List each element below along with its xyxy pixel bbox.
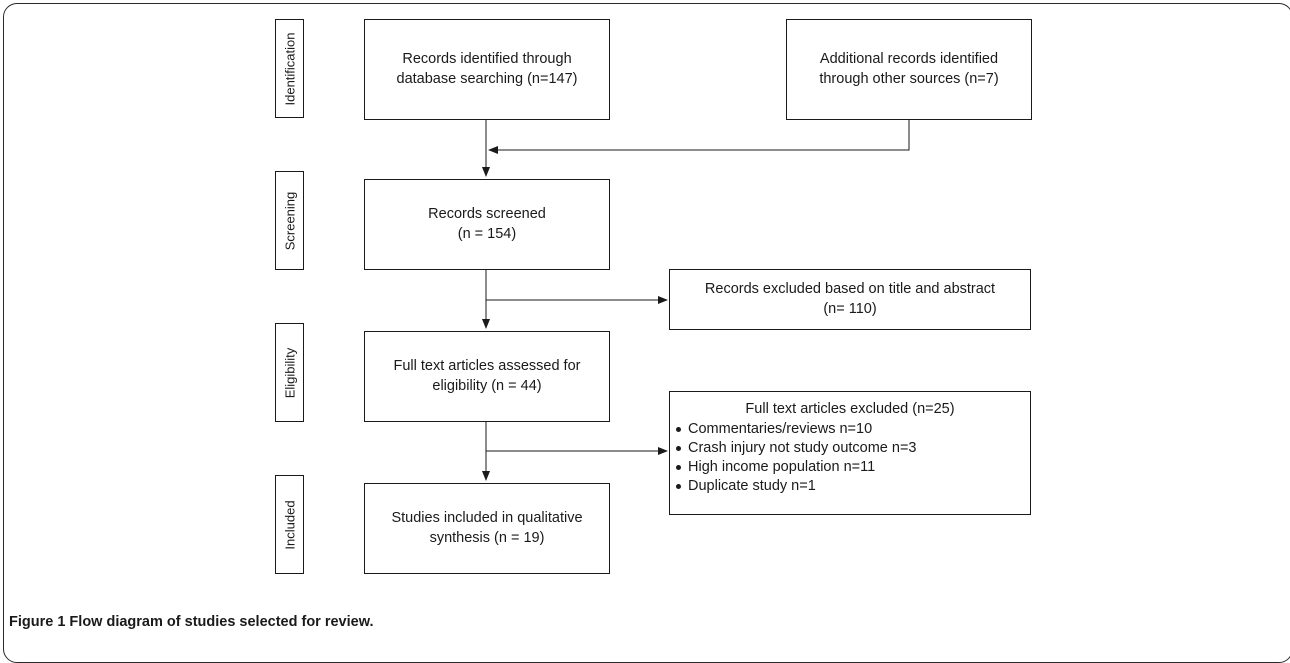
fulltext-excluded-title: Full text articles excluded (n=25): [745, 401, 955, 417]
exclusion-reason: Duplicate study n=1: [676, 477, 1024, 496]
exclusion-reason: Commentaries/reviews n=10: [676, 420, 1024, 439]
box-studies-included: Studies included in qualitative synthesi…: [364, 483, 610, 574]
connector-other-sources: [488, 120, 910, 154]
box-database-searching: Records identified through database sear…: [364, 19, 610, 120]
stage-identification: Identification: [275, 19, 304, 118]
stage-eligibility: Eligibility: [275, 323, 304, 422]
flow-connectors: [482, 120, 910, 481]
box-fulltext-assessed: Full text articles assessed for eligibil…: [364, 331, 610, 422]
box-records-screened: Records screened (n = 154): [364, 179, 610, 270]
exclusion-reason: Crash injury not study outcome n=3: [676, 439, 1024, 458]
exclusion-reasons-list: Commentaries/reviews n=10 Crash injury n…: [676, 420, 1024, 497]
stage-screening: Screening: [275, 171, 304, 270]
box-other-sources: Additional records identified through ot…: [786, 19, 1032, 120]
exclusion-reason: High income population n=11: [676, 458, 1024, 477]
box-fulltext-excluded: Full text articles excluded (n=25) Comme…: [669, 391, 1031, 515]
box-excluded-title-abstract: Records excluded based on title and abst…: [669, 269, 1031, 330]
figure-caption: Figure 1 Flow diagram of studies selecte…: [9, 614, 374, 630]
stage-included: Included: [275, 475, 304, 574]
